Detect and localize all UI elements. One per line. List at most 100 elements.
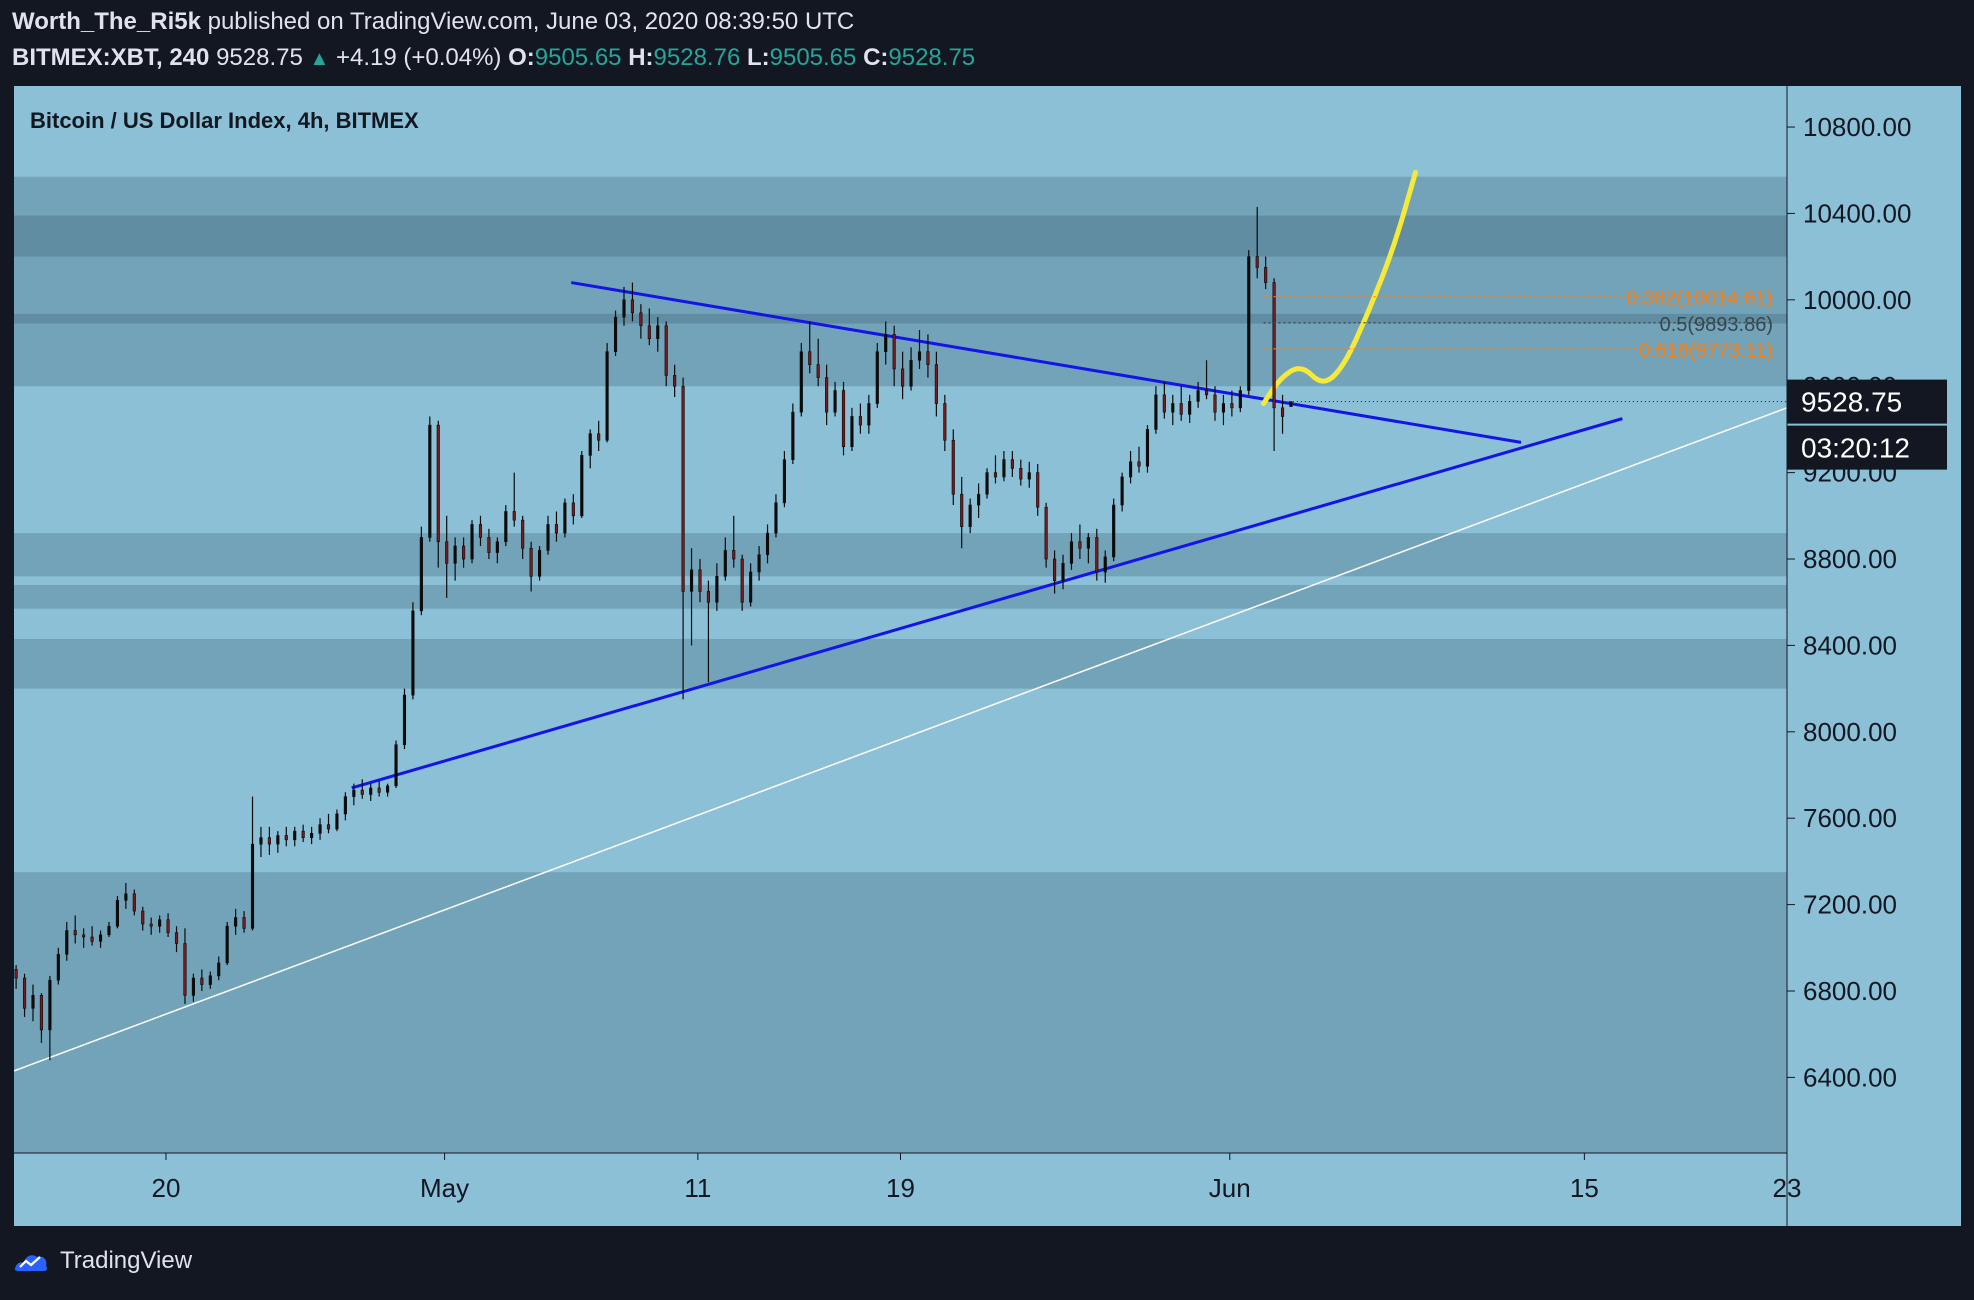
candle-body-146 bbox=[1247, 256, 1251, 391]
candle-body-101 bbox=[867, 403, 871, 426]
candle-body-20 bbox=[183, 943, 187, 996]
candle-body-1 bbox=[22, 977, 27, 1009]
candle-body-42 bbox=[369, 787, 373, 795]
candle-body-11 bbox=[107, 925, 111, 936]
candle-body-106 bbox=[909, 360, 913, 387]
candle-body-52 bbox=[453, 545, 457, 564]
candle-body-14 bbox=[132, 893, 136, 912]
candle-body-23 bbox=[208, 975, 212, 985]
zone-band-6 bbox=[14, 872, 1787, 1153]
candle-body-55 bbox=[478, 524, 483, 538]
candle-body-77 bbox=[664, 325, 668, 376]
candle-body-35 bbox=[310, 833, 314, 838]
candle-body-87 bbox=[749, 571, 753, 603]
candle-body-107 bbox=[917, 351, 922, 361]
candle-body-62 bbox=[538, 550, 542, 577]
candle-body-9 bbox=[90, 936, 94, 942]
symbol-line: BITMEX:XBT, 240 9528.75 ▲ +4.19 (+0.04%)… bbox=[12, 44, 975, 72]
zone-band-5 bbox=[14, 638, 1787, 689]
candle-body-47 bbox=[411, 610, 415, 696]
candle-body-64 bbox=[554, 524, 559, 534]
candle-body-138 bbox=[1179, 403, 1183, 415]
candle-body-29 bbox=[259, 837, 263, 845]
candle-body-7 bbox=[73, 930, 77, 936]
candle-body-18 bbox=[166, 919, 170, 933]
candle-body-43 bbox=[377, 787, 381, 793]
candle-body-60 bbox=[521, 519, 525, 549]
candle-body-12 bbox=[115, 899, 119, 927]
candle-body-117 bbox=[1002, 459, 1006, 478]
candle-body-13 bbox=[124, 893, 128, 901]
candle-body-44 bbox=[386, 785, 390, 793]
candle-body-98 bbox=[841, 390, 846, 448]
open-label: O: bbox=[508, 44, 535, 71]
candle-body-89 bbox=[765, 532, 770, 556]
candle-body-108 bbox=[926, 351, 930, 365]
candle-body-46 bbox=[402, 694, 407, 746]
trendline-2 bbox=[14, 407, 1788, 1072]
candle-body-142 bbox=[1213, 394, 1217, 413]
candle-body-95 bbox=[816, 364, 820, 378]
candle-body-113 bbox=[968, 504, 972, 527]
tradingview-logo-icon bbox=[15, 1255, 48, 1271]
x-tick-label-3: 19 bbox=[886, 1173, 915, 1203]
price-chart[interactable]: 0.382(10014.61) 0.5(9893.86) 0.618(9773.11… bbox=[14, 86, 1961, 1226]
candle-body-38 bbox=[335, 813, 339, 830]
candle-body-75 bbox=[647, 325, 651, 340]
candle-body-54 bbox=[470, 524, 474, 560]
x-tick-label-1: May bbox=[420, 1173, 469, 1203]
candle-body-134 bbox=[1145, 429, 1150, 467]
zone-band-2 bbox=[14, 313, 1787, 324]
candle-body-45 bbox=[394, 744, 398, 787]
candle-body-90 bbox=[774, 502, 778, 534]
y-tick-label-9: 10000.00 bbox=[1803, 285, 1911, 315]
candle-body-26 bbox=[234, 917, 238, 927]
candle-body-125 bbox=[1069, 541, 1074, 564]
candle-body-123 bbox=[1053, 558, 1057, 581]
candle-body-110 bbox=[943, 403, 947, 441]
chart-frame[interactable]: 0.382(10014.61) 0.5(9893.86) 0.618(9773.11… bbox=[14, 86, 1961, 1226]
footer: TradingView bbox=[12, 1247, 192, 1275]
y-tick-label-0: 6400.00 bbox=[1803, 1062, 1897, 1092]
candle-body-41 bbox=[360, 789, 364, 795]
candle-body-82 bbox=[706, 591, 710, 603]
candle-body-59 bbox=[512, 511, 516, 521]
candle-body-76 bbox=[656, 325, 660, 340]
candle-body-0 bbox=[14, 969, 18, 979]
zone-layer bbox=[14, 176, 1787, 1153]
close-value: 9528.75 bbox=[888, 44, 976, 71]
y-tick-label-11: 10800.00 bbox=[1803, 112, 1911, 142]
y-tick-label-3: 7600.00 bbox=[1803, 803, 1897, 833]
candle-body-135 bbox=[1154, 394, 1158, 430]
candle-body-140 bbox=[1196, 390, 1200, 402]
candle-body-116 bbox=[993, 472, 998, 478]
candle-body-144 bbox=[1230, 403, 1234, 409]
change-value: +4.19 (+0.04%) bbox=[335, 44, 502, 71]
candle-body-91 bbox=[782, 459, 786, 504]
fib-label-0: 0.382(10014.61) bbox=[1626, 288, 1773, 310]
candle-body-105 bbox=[901, 368, 905, 387]
candle-body-137 bbox=[1171, 403, 1175, 413]
candle-body-133 bbox=[1137, 461, 1141, 467]
y-tick-label-6: 8800.00 bbox=[1803, 544, 1897, 574]
candle-body-73 bbox=[630, 299, 635, 314]
candle-body-72 bbox=[622, 299, 626, 318]
candle-body-30 bbox=[267, 837, 271, 845]
candle-body-79 bbox=[681, 385, 685, 592]
author-name[interactable]: Worth_The_Ri5k bbox=[12, 8, 201, 35]
last-price-tag bbox=[1787, 379, 1947, 424]
footer-brand[interactable]: TradingView bbox=[60, 1247, 193, 1274]
candle-body-70 bbox=[605, 351, 609, 441]
candle-body-78 bbox=[673, 375, 677, 387]
candle-body-136 bbox=[1162, 394, 1166, 413]
candle-body-53 bbox=[462, 545, 466, 560]
candle-body-88 bbox=[757, 554, 761, 573]
candle-body-151 bbox=[1289, 401, 1293, 407]
candle-body-96 bbox=[825, 377, 829, 413]
candle-body-131 bbox=[1120, 476, 1124, 506]
candle-body-85 bbox=[732, 550, 736, 560]
candle-body-100 bbox=[858, 416, 862, 426]
candle-body-65 bbox=[563, 502, 567, 534]
candle-body-94 bbox=[808, 351, 812, 365]
candle-body-37 bbox=[326, 824, 331, 830]
